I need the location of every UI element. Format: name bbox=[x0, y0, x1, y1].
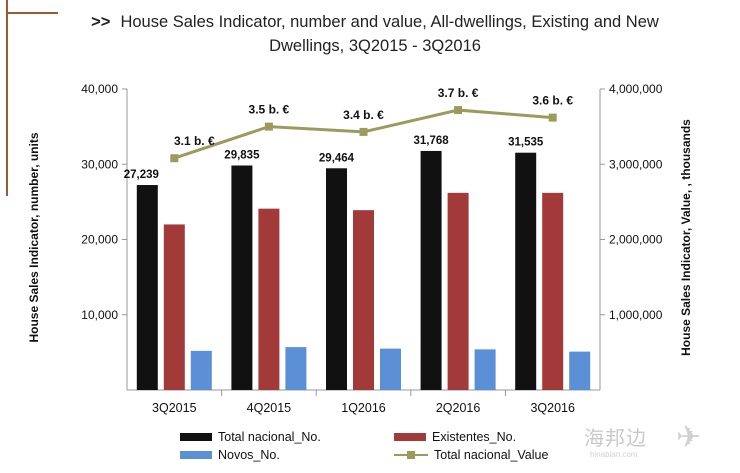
legend-item-new: Novos_No. bbox=[180, 448, 280, 462]
legend-swatch-total-number bbox=[180, 433, 212, 441]
x-tick-label: 3Q2015 bbox=[152, 401, 197, 415]
bar-1-4Q2015 bbox=[258, 208, 280, 390]
y-axis-title: House Sales Indicator, number, units bbox=[27, 132, 41, 342]
x-tick-label: 3Q2016 bbox=[530, 401, 575, 415]
bar-data-label: 27,239 bbox=[124, 169, 159, 181]
bar-2-1Q2016 bbox=[380, 348, 401, 390]
y2-tick-label: 3,000,000 bbox=[609, 157, 663, 171]
legend-swatch-total-value bbox=[394, 450, 428, 460]
legend-label-total-value: Total nacional_Value bbox=[434, 448, 549, 462]
y-tick-label: 20,000 bbox=[81, 233, 118, 247]
y2-axis-title: House Sales Indicator, Value, , thousand… bbox=[679, 119, 693, 356]
watermark: 海邦边 hinabian.com ✈ bbox=[584, 418, 734, 468]
legend-item-existing: Existentes_No. bbox=[394, 430, 516, 444]
line-data-label: 3.4 b. € bbox=[343, 108, 384, 122]
legend-swatch-existing bbox=[394, 433, 426, 441]
x-tick-label: 1Q2016 bbox=[341, 401, 386, 415]
line-point-3Q2016 bbox=[548, 113, 557, 122]
bar-0-4Q2015 bbox=[231, 165, 253, 390]
title-line-2: Dwellings, 3Q2015 - 3Q2016 bbox=[269, 37, 481, 55]
legend-item-total-number: Total nacional_No. bbox=[180, 430, 321, 444]
bar-0-3Q2015 bbox=[136, 185, 158, 390]
accent-line-horizontal bbox=[6, 12, 58, 14]
bar-0-1Q2016 bbox=[326, 168, 347, 390]
line-point-2Q2016 bbox=[454, 106, 463, 115]
bar-0-2Q2016 bbox=[420, 150, 442, 390]
legend-swatch-new bbox=[180, 451, 212, 459]
legend-label-existing: Existentes_No. bbox=[432, 430, 517, 444]
line-point-4Q2015 bbox=[264, 122, 273, 131]
line-data-label: 3.7 b. € bbox=[438, 86, 479, 100]
bar-data-label: 29,464 bbox=[319, 152, 355, 164]
legend-item-total-value: Total nacional_Value bbox=[394, 448, 548, 462]
y-tick-label: 30,000 bbox=[81, 157, 118, 171]
x-tick-label: 4Q2015 bbox=[247, 401, 292, 415]
bar-data-label: 31,768 bbox=[414, 135, 450, 147]
bar-2-3Q2016 bbox=[569, 351, 591, 390]
line-data-label: 3.6 b. € bbox=[532, 94, 573, 108]
watermark-bird-icon: ✈ bbox=[676, 421, 702, 454]
bar-2-2Q2016 bbox=[474, 349, 496, 390]
bar-data-label: 31,535 bbox=[508, 137, 544, 149]
y2-tick-label: 4,000,000 bbox=[609, 82, 663, 96]
bar-0-3Q2016 bbox=[515, 152, 537, 390]
watermark-text: 海邦边 bbox=[584, 428, 647, 450]
line-data-label: 3.5 b. € bbox=[249, 103, 290, 117]
line-point-1Q2016 bbox=[359, 127, 368, 136]
y-tick-label: 40,000 bbox=[81, 82, 118, 96]
bar-1-2Q2016 bbox=[447, 192, 469, 390]
bar-1-3Q2015 bbox=[163, 224, 185, 390]
bar-data-label: 29,835 bbox=[224, 149, 260, 161]
accent-line-vertical bbox=[6, 0, 8, 196]
y2-tick-label: 2,000,000 bbox=[609, 233, 663, 247]
legend-label-total-number: Total nacional_No. bbox=[218, 430, 321, 444]
bar-1-3Q2016 bbox=[542, 192, 564, 390]
bar-1-1Q2016 bbox=[353, 210, 374, 390]
y2-tick-label: 1,000,000 bbox=[609, 308, 663, 322]
bar-2-4Q2015 bbox=[285, 347, 307, 390]
legend-label-new: Novos_No. bbox=[218, 448, 280, 462]
watermark-subtext: hinabian.com bbox=[590, 450, 638, 459]
line-data-label: 3.1 b. € bbox=[174, 134, 215, 148]
x-tick-label: 2Q2016 bbox=[436, 401, 481, 415]
title-prefix: >> bbox=[91, 13, 111, 31]
title-line-1: House Sales Indicator, number and value,… bbox=[120, 13, 659, 31]
bar-2-3Q2015 bbox=[190, 350, 212, 390]
chart-title: >> House Sales Indicator, number and valu… bbox=[70, 10, 680, 58]
legend: Total nacional_No. Existentes_No. Novos_… bbox=[172, 428, 592, 468]
y-tick-label: 10,000 bbox=[81, 308, 118, 322]
line-point-3Q2015 bbox=[170, 154, 179, 163]
